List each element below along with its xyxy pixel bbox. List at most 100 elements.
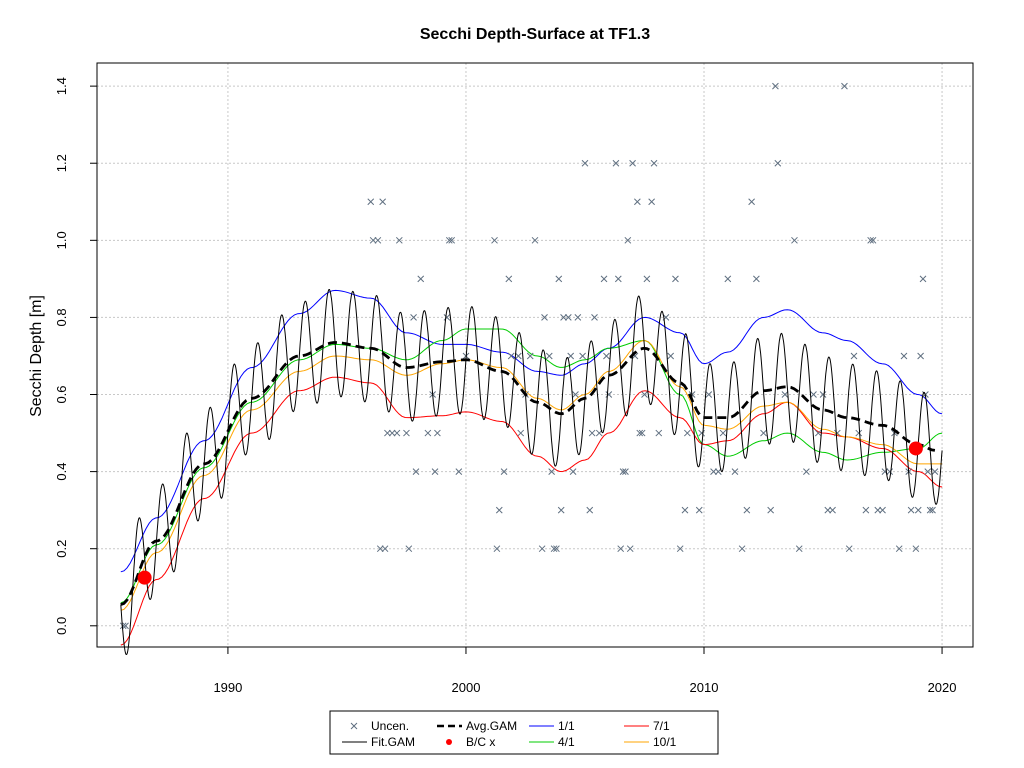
observation-point <box>907 506 915 514</box>
legend-label: 4/1 <box>558 735 575 749</box>
observation-point <box>824 506 832 514</box>
observation-point <box>617 545 625 553</box>
observation-point <box>833 429 841 437</box>
y-tick-label: 0.8 <box>54 308 69 326</box>
plot-frame <box>96 62 974 648</box>
legend-label: Avg.GAM <box>466 719 517 733</box>
observation-point <box>393 429 401 437</box>
x-axis: 1990 2000 2010 2020 <box>213 647 957 695</box>
observation-point <box>567 352 575 360</box>
observation-point <box>862 506 870 514</box>
y-tick-label: 0.2 <box>54 540 69 558</box>
observation-point <box>517 429 525 437</box>
bc-points <box>137 441 923 585</box>
legend-label: 1/1 <box>558 719 575 733</box>
observation-point <box>924 468 932 475</box>
observation-point <box>917 352 924 360</box>
legend: Uncen. Avg.GAM 1/1 7/1 Fit.GAM B/C x 4/1 10/1 <box>329 710 719 755</box>
observation-point <box>900 352 908 360</box>
observation-point <box>919 275 927 283</box>
observation-point <box>445 236 453 244</box>
observation-point <box>541 314 548 321</box>
observation-point <box>867 236 874 244</box>
observation-point <box>448 236 456 244</box>
observation-point <box>767 506 775 514</box>
observation-point <box>850 352 858 360</box>
observation-point <box>417 275 425 283</box>
observation-point <box>874 506 882 514</box>
observation-point <box>119 622 127 630</box>
observation-point <box>495 506 503 514</box>
observation-point <box>531 236 539 244</box>
observation-points <box>119 82 939 630</box>
observation-point <box>403 429 410 437</box>
observation-point <box>443 314 451 321</box>
observation-point <box>548 468 556 475</box>
observation-point <box>655 429 663 437</box>
observation-point <box>638 429 646 437</box>
legend-label: 10/1 <box>653 735 677 749</box>
observation-point <box>643 275 651 283</box>
observation-point <box>555 275 563 283</box>
observation-point <box>574 314 582 321</box>
legend-label: Uncen. <box>371 719 409 733</box>
percentile-1-1-line <box>120 289 943 573</box>
observation-point <box>431 468 439 475</box>
observation-point <box>634 198 641 206</box>
observation-point <box>619 468 627 475</box>
observation-point <box>507 352 515 360</box>
observation-point <box>814 429 822 437</box>
observation-point <box>384 429 391 437</box>
observation-point <box>500 468 508 475</box>
observation-point <box>424 429 432 437</box>
observation-point <box>748 198 755 206</box>
percentile-10-1-line <box>120 340 943 611</box>
observation-point <box>676 545 684 553</box>
percentile-curves <box>120 289 943 646</box>
observation-point <box>412 468 420 475</box>
observation-point <box>455 468 463 475</box>
observation-point <box>622 468 629 475</box>
observation-point <box>819 391 827 398</box>
observation-point <box>931 468 939 475</box>
observation-point <box>374 236 382 244</box>
observation-point <box>710 468 717 475</box>
x-tick-label: 2010 <box>690 680 719 695</box>
fit-gam-curve <box>120 289 943 656</box>
observation-point <box>698 429 705 437</box>
observation-point <box>650 159 658 167</box>
observation-point <box>753 275 760 283</box>
bc-point <box>137 570 152 585</box>
observation-point <box>803 468 810 475</box>
percentile-7-1-line <box>120 376 943 646</box>
observation-point <box>648 198 655 206</box>
observation-point <box>841 82 848 90</box>
observation-point <box>719 429 727 437</box>
observation-point <box>672 275 679 283</box>
observation-point <box>624 236 632 244</box>
observation-point <box>612 159 620 167</box>
observation-point <box>695 506 703 514</box>
observation-point <box>914 506 922 514</box>
observation-point <box>581 159 589 167</box>
legend-box <box>329 710 719 755</box>
observation-point <box>600 275 608 283</box>
legend-label: 7/1 <box>653 719 670 733</box>
y-tick-label: 1.4 <box>54 77 69 95</box>
y-axis: 0.0 0.2 0.4 0.6 0.8 1.0 1.2 1.4 <box>54 77 97 635</box>
observation-point <box>434 429 441 437</box>
legend-symbol-uncen <box>350 722 358 730</box>
observation-point <box>569 468 577 475</box>
observation-point <box>538 545 546 553</box>
observation-point <box>724 275 732 283</box>
observation-point <box>810 391 817 398</box>
observation-point <box>681 506 689 514</box>
x-tick-label: 2020 <box>928 680 957 695</box>
observation-point <box>760 429 767 437</box>
observation-point <box>705 391 713 398</box>
fit-gam-line <box>120 289 943 656</box>
observation-point <box>636 429 644 437</box>
observation-point <box>829 506 836 514</box>
observation-point <box>367 198 375 206</box>
